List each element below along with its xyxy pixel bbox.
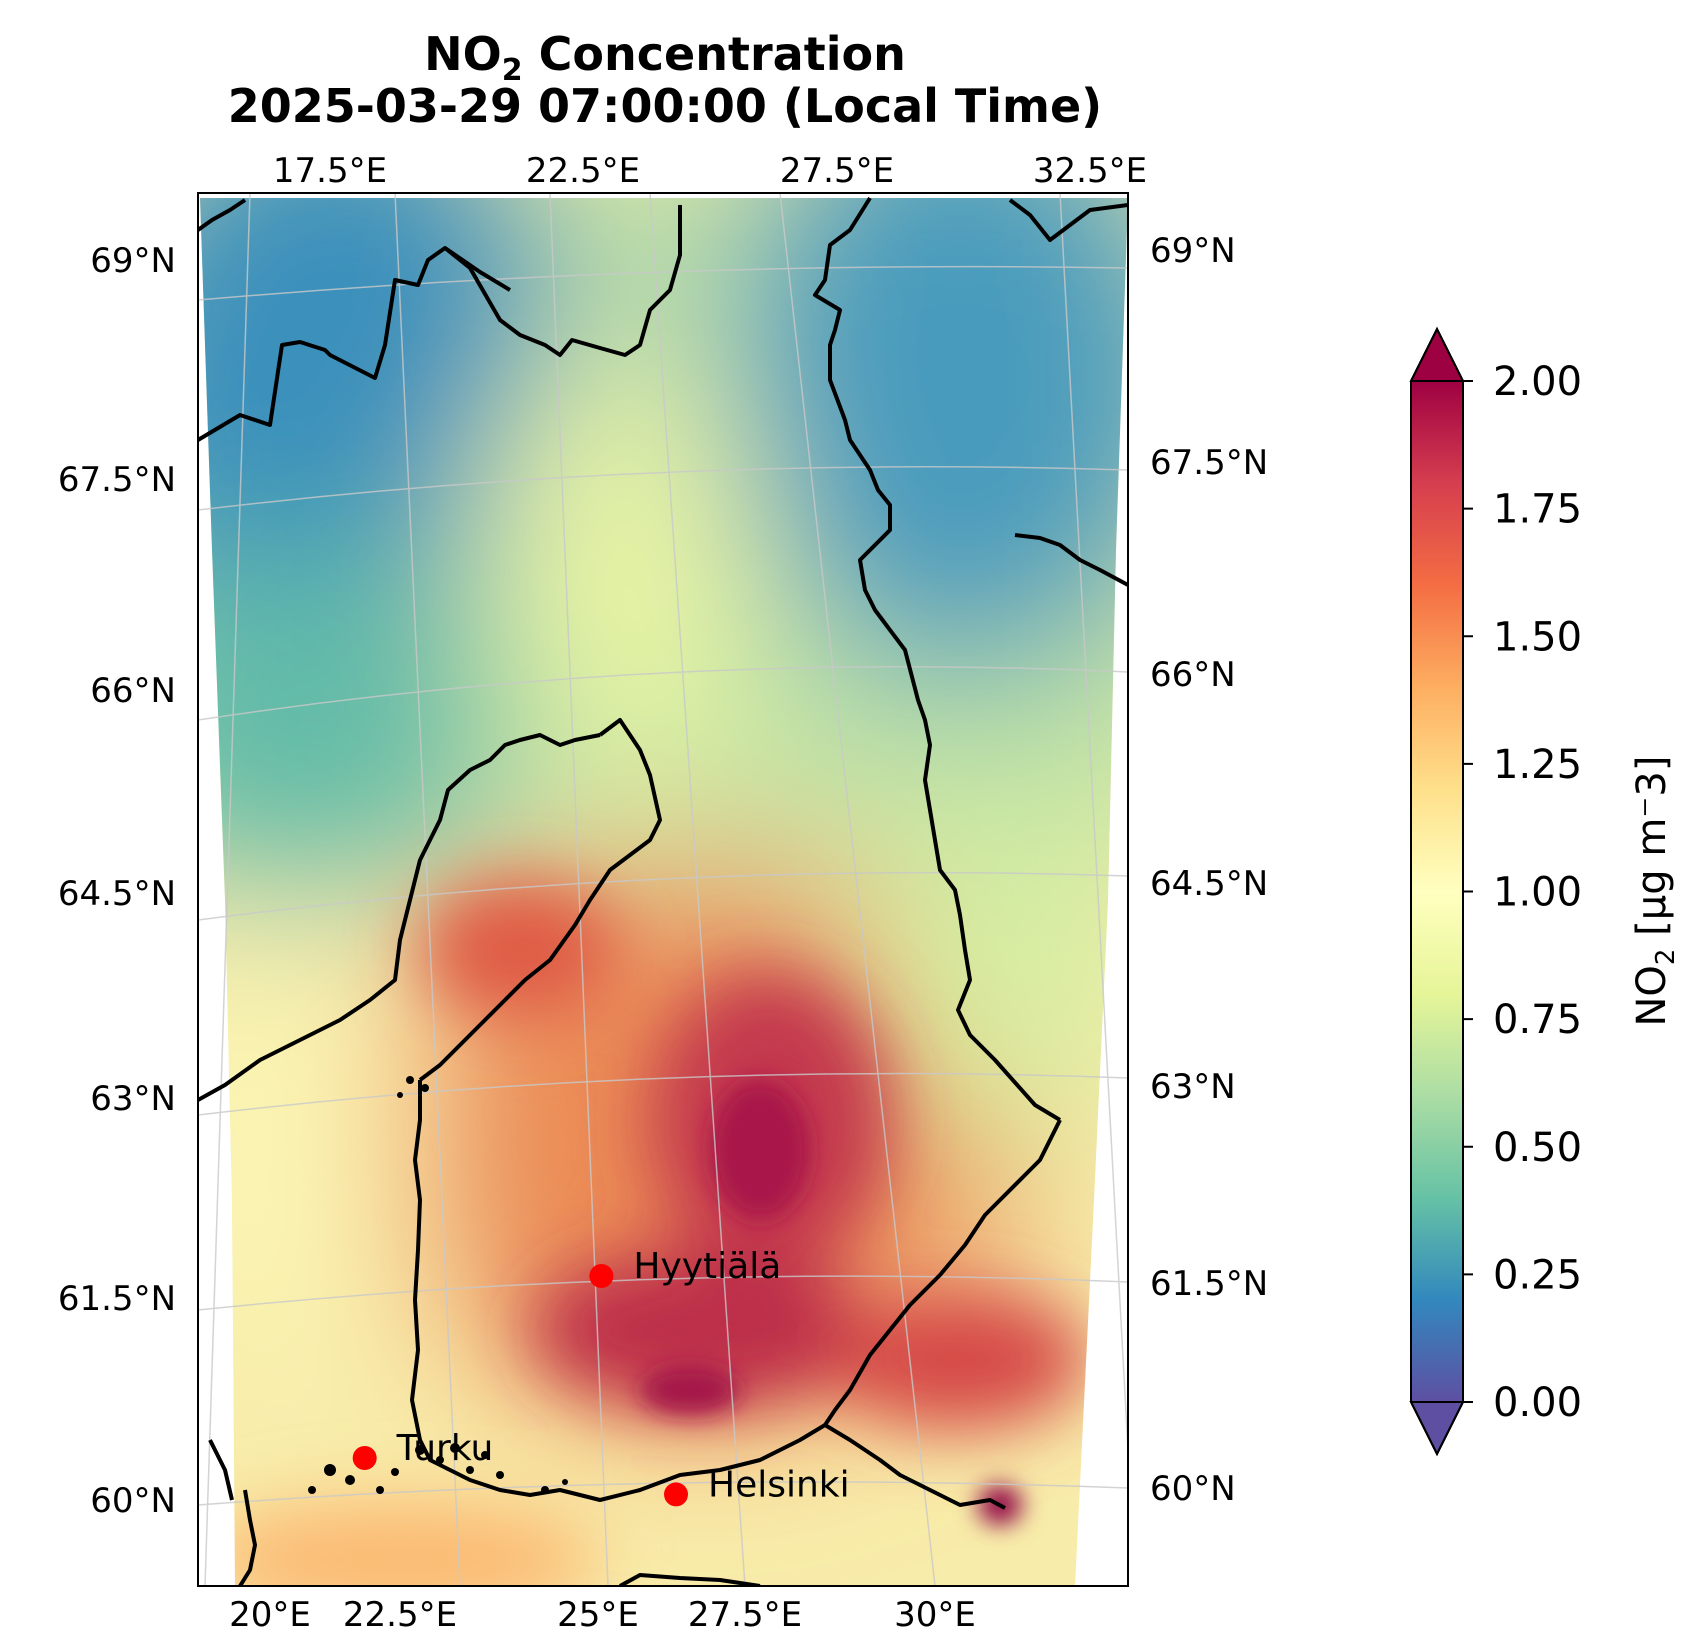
left-lat-label: 67.5°N xyxy=(58,460,176,500)
colorbar-tick-label: 0.50 xyxy=(1493,1125,1582,1171)
left-lat-label: 69°N xyxy=(90,241,176,281)
bottom-lon-label: 25°E xyxy=(557,1595,639,1635)
station-label: Helsinki xyxy=(708,1464,850,1505)
bottom-lon-label: 30°E xyxy=(894,1595,976,1635)
coastlines-borders xyxy=(198,196,1128,1586)
bottom-lon-label: 20°E xyxy=(229,1595,311,1635)
right-lat-label: 64.5°N xyxy=(1150,864,1268,904)
colorbar-gradient xyxy=(1411,381,1463,1402)
colorbar-tick-label: 0.75 xyxy=(1493,997,1582,1043)
colorbar-tick-label: 2.00 xyxy=(1493,359,1582,405)
top-lon-label: 17.5°E xyxy=(273,151,387,191)
right-lat-label: 61.5°N xyxy=(1150,1264,1268,1304)
left-lat-label: 60°N xyxy=(90,1481,176,1521)
colorbar-label: NO2 [µg m⁻3] xyxy=(1629,755,1681,1027)
right-lat-label: 67.5°N xyxy=(1150,443,1268,483)
colorbar-tick-label: 1.00 xyxy=(1493,870,1582,916)
top-lon-label: 22.5°E xyxy=(526,151,640,191)
station-marker xyxy=(664,1482,689,1507)
bottom-lon-label: 27.5°E xyxy=(688,1595,802,1635)
colorbar: 0.00 0.25 0.50 0.75 1.00 1.25 1.50 1.75 2.00 xyxy=(1409,326,1582,1457)
colorbar-tick-label: 1.50 xyxy=(1493,614,1582,660)
no2-field xyxy=(200,198,1128,1586)
graticule xyxy=(198,193,1128,1586)
right-lat-label: 69°N xyxy=(1150,231,1236,271)
station-marker xyxy=(589,1264,614,1288)
colorbar-tick-label: 0.00 xyxy=(1493,1380,1582,1426)
station-markers: Hyytiälä Turku Helsinki xyxy=(352,1246,850,1507)
station-marker xyxy=(352,1446,377,1470)
colorbar-extend-min xyxy=(1409,1401,1465,1457)
colorbar-ticks: 0.00 0.25 0.50 0.75 1.00 1.25 1.50 1.75 2.00 xyxy=(1463,359,1582,1426)
bottom-lon-label: 22.5°E xyxy=(343,1595,457,1635)
station-label: Hyytiälä xyxy=(633,1246,781,1287)
colorbar-extend-max xyxy=(1409,326,1465,382)
chart-title-line1: NO2 Concentration xyxy=(424,27,906,89)
left-lat-label: 66°N xyxy=(90,671,176,711)
colorbar-tick-label: 0.25 xyxy=(1493,1252,1582,1298)
left-lat-label: 61.5°N xyxy=(58,1279,176,1319)
station-label: Turku xyxy=(396,1428,494,1469)
top-lon-label: 27.5°E xyxy=(780,151,894,191)
right-lat-label: 63°N xyxy=(1150,1067,1236,1107)
map-frame xyxy=(197,192,1129,1587)
graticule-labels: 17.5°E 22.5°E 27.5°E 32.5°E 20°E 22.5°E 25°E 27… xyxy=(58,151,1268,1635)
right-lat-label: 66°N xyxy=(1150,655,1236,695)
top-lon-label: 32.5°E xyxy=(1033,151,1147,191)
colorbar-tick-label: 1.25 xyxy=(1493,742,1582,788)
chart-title-line2: 2025-03-29 07:00:00 (Local Time) xyxy=(227,79,1103,133)
colorbar-tick-label: 1.75 xyxy=(1493,487,1582,533)
right-lat-label: 60°N xyxy=(1150,1469,1236,1509)
left-lat-label: 64.5°N xyxy=(58,874,176,914)
archipelago-islands xyxy=(308,1076,568,1494)
left-lat-label: 63°N xyxy=(90,1079,176,1119)
